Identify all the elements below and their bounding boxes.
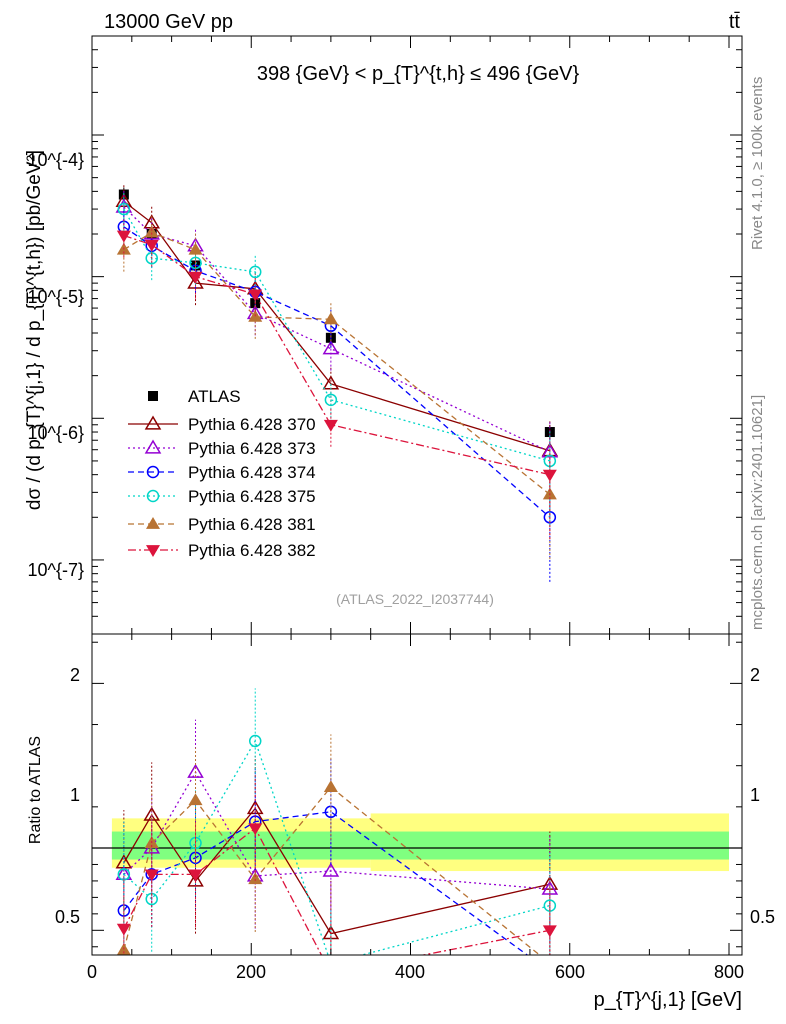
ratio-point-373: [322, 862, 340, 877]
process-label: tt̄: [729, 11, 741, 33]
uncertainty-bands: [92, 813, 742, 872]
x-tick-label-400: 400: [395, 962, 425, 982]
series-point-382: [116, 230, 131, 243]
ratio-tick-label-0.5-right: 0.5: [750, 907, 775, 927]
ratio-series-381: [116, 734, 551, 955]
ratio-point-382: [144, 869, 159, 882]
side-rivet-label: Rivet 4.1.0, ≥ 100k events: [749, 77, 766, 250]
legend-marker-373: [144, 439, 162, 454]
legend-marker-atlas: [148, 391, 158, 401]
ratio-point-382: [248, 823, 263, 836]
axis-ticks: [91, 35, 742, 955]
series-point-382: [248, 289, 263, 302]
ratio-tick-label-1-left: 1: [70, 785, 80, 805]
ratio-plot-series: [115, 688, 559, 980]
ratio-point-381: [188, 793, 203, 806]
series-point-381: [323, 312, 338, 325]
ratio-tick-label-1-right: 1: [750, 785, 760, 805]
legend-marker-375: [146, 489, 160, 503]
band-inner: [111, 831, 729, 860]
series-375: [117, 192, 557, 526]
ratio-series-374: [117, 759, 555, 977]
ratio-point-373: [187, 763, 204, 778]
y-axis-title: dσ / (d p_{T}^{j,1} / d p_{T}^{t,h}) [pb…: [24, 150, 45, 510]
ratio-line-370: [123, 807, 550, 935]
series-line-374: [123, 226, 551, 518]
ratio-point-381: [323, 780, 338, 792]
series-point-375: [117, 202, 131, 216]
x-axis-title: p_{T}^{j,1} [GeV]: [594, 989, 742, 1011]
series-point-382: [542, 469, 557, 482]
x-tick-label-800: 800: [714, 962, 744, 982]
x-tick-label-600: 600: [555, 962, 585, 982]
ratio-point-382: [188, 869, 203, 882]
series-point-382: [323, 419, 338, 432]
y-tick-label-1e-4: 10^{-4}: [28, 150, 85, 170]
ratio-line-382: [123, 827, 550, 955]
cut-label: 398 {GeV} < p_{T}^{t,h} ≤ 496 {GeV}: [257, 63, 580, 85]
ratio-point-381: [248, 872, 263, 885]
y-tick-label-1e-6: 10^{-6}: [28, 423, 85, 443]
main-plot-series: [115, 185, 559, 582]
series-line-381: [123, 231, 551, 495]
legend-marker-370: [144, 415, 162, 430]
legend-marker-382: [146, 545, 160, 557]
x-tick-label-0: 0: [87, 962, 97, 982]
series-382: [116, 219, 557, 540]
legend-label-382: Pythia 6.428 382: [188, 541, 316, 560]
legend-label-atlas: ATLAS: [188, 387, 241, 406]
ratio-series-382: [116, 775, 557, 980]
series-point-375: [248, 265, 262, 279]
ratio-tick-label-2-left: 2: [70, 665, 80, 685]
legend-label-374: Pythia 6.428 374: [188, 463, 316, 482]
ratio-point-375: [325, 958, 336, 969]
series-373: [115, 190, 559, 517]
legend-label-370: Pythia 6.428 370: [188, 415, 316, 434]
legend: ATLAS Pythia 6.428 370 Pythia 6.428 373 …: [128, 387, 316, 560]
energy-label: 13000 GeV pp: [104, 11, 233, 33]
ratio-point-382: [324, 968, 338, 980]
ratio-point-382: [116, 923, 131, 936]
series-point-382: [188, 271, 203, 284]
side-mcplots-label: mcplots.cern.ch [arXiv:2401.10621]: [749, 395, 766, 630]
legend-marker-374: [146, 465, 160, 479]
series-point-373: [322, 340, 340, 355]
ratio-line-374: [123, 811, 529, 955]
series-line-382: [123, 234, 550, 476]
legend-label-375: Pythia 6.428 375: [188, 487, 316, 506]
series-point-381: [144, 225, 159, 238]
legend-label-381: Pythia 6.428 381: [188, 515, 316, 534]
ratio-tick-label-0.5-left: 0.5: [55, 907, 80, 927]
y-tick-label-1e-7: 10^{-7}: [28, 560, 85, 580]
series-point-381: [188, 242, 203, 255]
ratio-point-375: [248, 734, 262, 748]
y-tick-label-1e-5: 10^{-5}: [28, 287, 85, 307]
series-point-382: [144, 239, 159, 252]
x-tick-label-200: 200: [236, 962, 266, 982]
series-line-375: [123, 208, 551, 462]
ratio-y-axis-title: Ratio to ATLAS: [27, 736, 44, 844]
legend-label-373: Pythia 6.428 373: [188, 439, 316, 458]
series-point-375: [324, 393, 338, 407]
ratio-point-374: [544, 966, 555, 977]
series-point-375: [189, 256, 202, 270]
ratio-tick-label-2-right: 2: [750, 665, 760, 685]
analysis-id: (ATLAS_2022_I2037744): [336, 591, 494, 607]
legend-marker-381: [146, 517, 160, 529]
ratio-line-381: [123, 786, 541, 955]
ratio-point-382: [542, 925, 557, 938]
ratio-plot-frame: [91, 633, 743, 956]
